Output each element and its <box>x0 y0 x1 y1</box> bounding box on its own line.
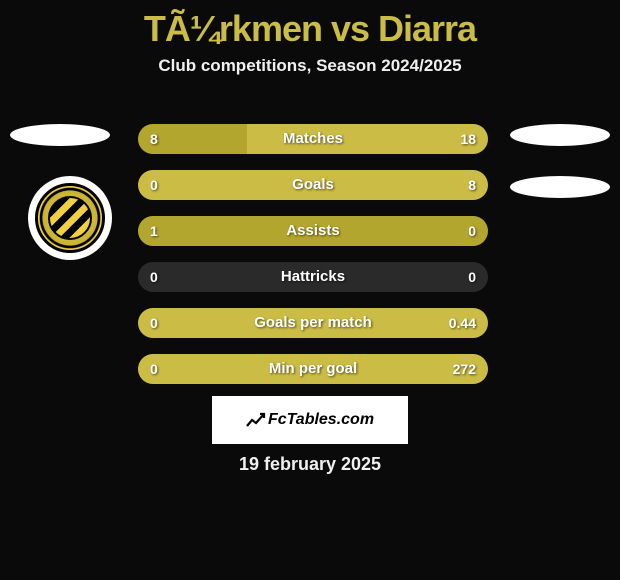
stat-label: Matches <box>138 124 488 154</box>
stat-label: Goals <box>138 170 488 200</box>
stat-row: 1Assists0 <box>138 216 488 246</box>
stats-container: 8Matches180Goals81Assists00Hattricks00Go… <box>138 124 488 400</box>
stat-label: Goals per match <box>138 308 488 338</box>
stat-value-right: 0 <box>468 262 476 292</box>
stat-value-right: 0 <box>468 216 476 246</box>
player-left-card <box>10 124 110 146</box>
stat-value-right: 0.44 <box>449 308 476 338</box>
stat-row: 0Goals8 <box>138 170 488 200</box>
player-right-card-1 <box>510 124 610 146</box>
page-subtitle: Club competitions, Season 2024/2025 <box>0 56 620 76</box>
stat-row: 0Min per goal272 <box>138 354 488 384</box>
stat-row: 0Hattricks0 <box>138 262 488 292</box>
page-title: TÃ¼rkmen vs Diarra <box>0 0 620 50</box>
stat-value-right: 18 <box>460 124 476 154</box>
player-right-card-2 <box>510 176 610 198</box>
stat-row: 0Goals per match0.44 <box>138 308 488 338</box>
footer-date: 19 february 2025 <box>0 454 620 475</box>
stat-label: Min per goal <box>138 354 488 384</box>
stat-label: Hattricks <box>138 262 488 292</box>
stat-value-right: 272 <box>453 354 476 384</box>
club-badge <box>28 176 112 260</box>
club-badge-icon <box>35 183 105 253</box>
stat-row: 8Matches18 <box>138 124 488 154</box>
stat-value-right: 8 <box>468 170 476 200</box>
chart-up-icon <box>246 412 266 428</box>
footer-brand: FcTables.com <box>246 411 374 429</box>
footer-brand-box: FcTables.com <box>212 396 408 444</box>
footer-brand-text: FcTables.com <box>268 411 374 429</box>
stat-label: Assists <box>138 216 488 246</box>
